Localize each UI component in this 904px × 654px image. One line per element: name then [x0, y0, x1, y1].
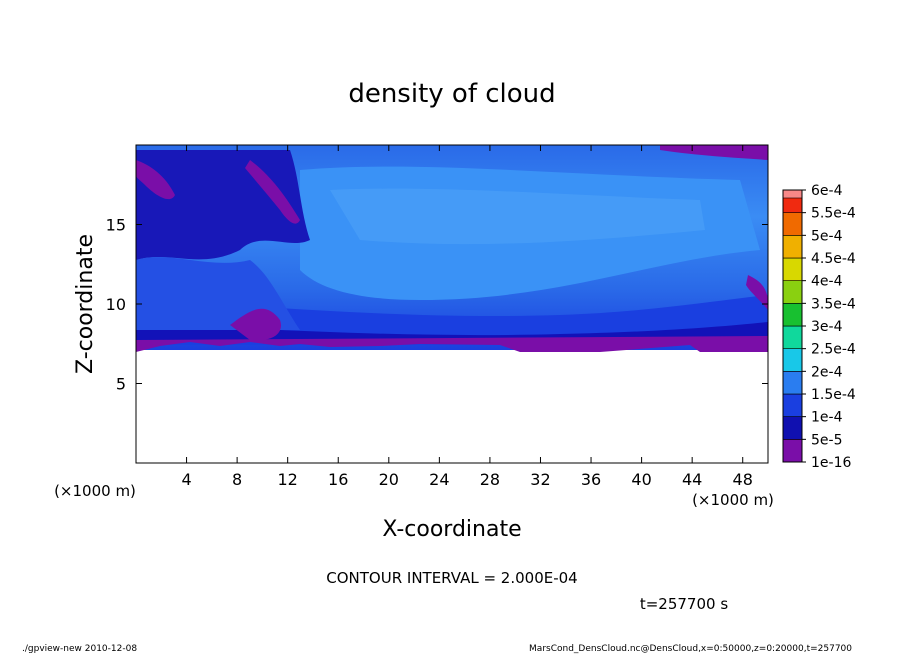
colorbar-swatch	[782, 303, 803, 327]
colorbar-swatch	[782, 325, 803, 349]
footer-left: ./gpview-new 2010-12-08	[22, 644, 137, 654]
colorbar-swatch	[782, 235, 803, 259]
colorbar-label: 3e-4	[811, 319, 843, 335]
y-tick-label: 10	[106, 295, 126, 314]
y-tick-label: 5	[116, 375, 126, 394]
time-label: t=257700 s	[640, 595, 728, 613]
colorbar-label: 4.5e-4	[811, 251, 856, 267]
colorbar-label: 5.5e-4	[811, 206, 856, 222]
contour-interval-label: CONTOUR INTERVAL = 2.000E-04	[326, 569, 577, 587]
x-tick-label: 28	[480, 470, 500, 489]
y-axis-ticks: 5 10 15	[106, 216, 768, 394]
y-axis-unit-label: (×1000 m)	[54, 482, 136, 500]
colorbar-swatch	[782, 280, 803, 304]
x-tick-label: 4	[181, 470, 191, 489]
colorbar-label: 2.5e-4	[811, 342, 856, 358]
x-tick-label: 8	[232, 470, 242, 489]
chart-title: density of cloud	[348, 79, 555, 109]
colorbar-label: 5e-4	[811, 228, 843, 244]
x-tick-label: 20	[379, 470, 399, 489]
x-tick-label: 40	[631, 470, 651, 489]
colorbar-label: 1e-4	[811, 410, 843, 426]
clear-air-region	[136, 352, 768, 463]
top-edge-purple	[660, 145, 768, 160]
x-tick-label: 36	[581, 470, 601, 489]
colorbar-label: 2e-4	[811, 364, 843, 380]
right-edge-purple	[746, 275, 768, 310]
colorbar-frame	[782, 189, 803, 463]
x-tick-label: 12	[278, 470, 298, 489]
colorbar: 1e-16 5e-5 1e-4 1.5e-4 2e-4 2.5e-4 3e-4 3.5e-4 4…	[782, 183, 856, 471]
colorbar-label: 3.5e-4	[811, 296, 856, 312]
colorbar-swatch	[782, 257, 803, 281]
colorbar-label: 1e-16	[811, 455, 851, 471]
x-axis-ticks: 4 8 12 16 20 24 28 32 36 40 44 48	[181, 145, 753, 489]
colorbar-label: 6e-4	[811, 183, 843, 199]
footer-right: MarsCond_DensCloud.nc@DensCloud,x=0:5000…	[529, 644, 852, 654]
left-base-purple-bump	[230, 308, 281, 341]
left-swirl-purple	[136, 160, 175, 200]
x-tick-label: 48	[733, 470, 753, 489]
colorbar-label: 4e-4	[811, 274, 843, 290]
colorbar-swatch	[782, 416, 803, 440]
cloud-core-inner	[330, 188, 705, 245]
y-axis-title: Z-coordinate	[73, 234, 98, 374]
colorbar-swatch	[782, 371, 803, 395]
x-axis-unit-label: (×1000 m)	[692, 491, 774, 509]
x-tick-label: 32	[530, 470, 550, 489]
x-tick-label: 16	[328, 470, 348, 489]
colorbar-label: 1.5e-4	[811, 387, 856, 403]
x-tick-label: 24	[429, 470, 449, 489]
colorbar-swatch	[782, 212, 803, 236]
colorbar-label: 5e-5	[811, 432, 842, 448]
colorbar-swatch	[782, 393, 803, 417]
y-tick-label: 15	[106, 216, 126, 235]
x-tick-label: 44	[682, 470, 702, 489]
center-filament-purple	[245, 160, 300, 224]
colorbar-swatch	[782, 439, 803, 463]
colorbar-swatch	[782, 189, 803, 199]
colorbar-swatch	[782, 348, 803, 372]
cloud-base-purple	[136, 336, 768, 352]
x-axis-title: X-coordinate	[382, 517, 521, 542]
heatmap-field	[136, 145, 768, 463]
